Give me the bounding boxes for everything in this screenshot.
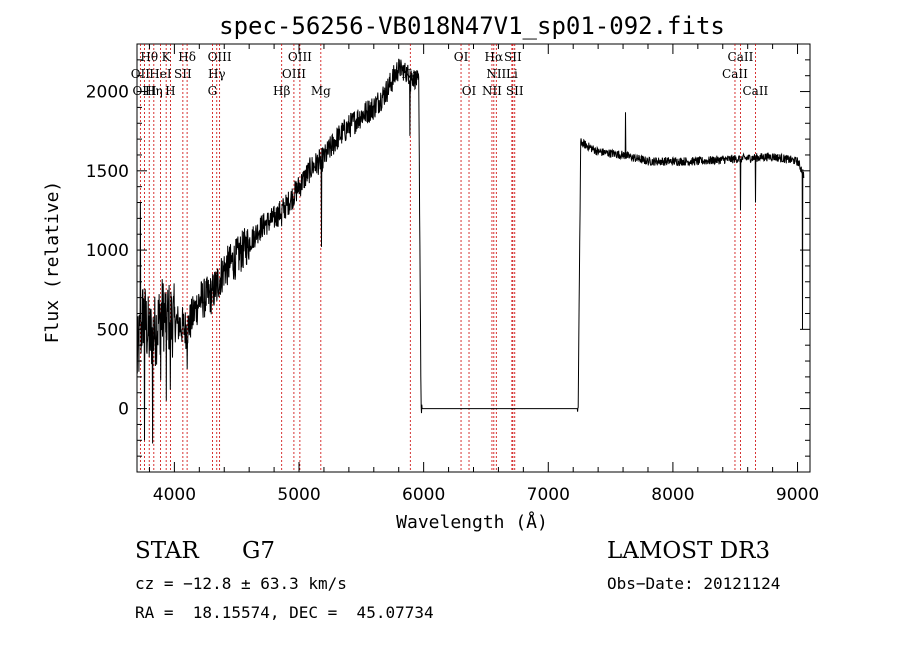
x-tick-label-1: 5000 xyxy=(277,485,320,505)
redshift-cz: cz = −12.8 ± 63.3 km/s xyxy=(135,574,347,593)
y-axis-label: Flux (relative) xyxy=(42,181,63,344)
line-markers xyxy=(139,44,756,472)
line-label-25: CaII xyxy=(728,50,754,64)
survey-name: LAMOST DR3 xyxy=(607,538,771,564)
line-label-6: H xyxy=(165,84,175,98)
line-label-21: NII xyxy=(482,84,502,98)
line-label-2: OIII xyxy=(132,84,156,98)
line-label-5: HeI xyxy=(149,67,172,81)
line-label-26: CaII xyxy=(722,67,748,81)
line-label-22: SII xyxy=(504,50,522,64)
x-axis-ticks: 4000 5000 6000 7000 8000 9000 xyxy=(148,44,819,505)
line-label-17: OI xyxy=(454,50,469,64)
line-label-18: OI xyxy=(462,84,477,98)
observation-date: Obs−Date: 20121124 xyxy=(607,574,781,593)
line-label-8: Hδ xyxy=(178,50,196,64)
chart-title: spec-56256-VB018N47V1_sp01-092.fits xyxy=(219,12,725,40)
object-class: STAR xyxy=(135,538,199,564)
line-label-15: Mg xyxy=(311,84,331,98)
line-label-1: OII xyxy=(131,67,151,81)
line-label-27: CaII xyxy=(742,84,768,98)
x-tick-label-5: 9000 xyxy=(776,485,819,505)
y-tick-label-4: 2000 xyxy=(86,83,129,103)
line-label-7: SII xyxy=(174,67,192,81)
line-label-3: Hη xyxy=(145,84,163,98)
y-tick-label-2: 1000 xyxy=(86,241,129,261)
y-tick-label-3: 1500 xyxy=(86,162,129,182)
line-label-13: OIII xyxy=(288,50,312,64)
line-label-14: OIII xyxy=(282,67,306,81)
x-tick-label-2: 6000 xyxy=(402,485,445,505)
x-tick-label-3: 7000 xyxy=(527,485,570,505)
spectrum-line xyxy=(136,58,805,444)
plot-frame xyxy=(136,43,811,473)
x-tick-label-4: 8000 xyxy=(651,485,694,505)
ra-dec-coordinates: RA = 18.15574, DEC = 45.07734 xyxy=(135,603,434,622)
line-label-10: Hγ xyxy=(208,67,226,81)
y-tick-label-0: 0 xyxy=(118,400,129,420)
line-label-11: G xyxy=(208,84,218,98)
line-label-9: OIII xyxy=(208,50,232,64)
spectrum-chart: spec-56256-VB018N47V1_sp01-092.fits Hθ OI… xyxy=(42,12,819,533)
line-label-4: K xyxy=(162,50,172,64)
line-label-0: Hθ xyxy=(140,50,158,64)
line-label-12: Hβ xyxy=(273,84,290,98)
line-label-24: SII xyxy=(506,84,524,98)
x-tick-label-0: 4000 xyxy=(153,485,196,505)
x-axis-label: Wavelength (Å) xyxy=(396,511,548,533)
line-label-23: Li xyxy=(506,67,518,81)
y-tick-label-1: 500 xyxy=(97,320,129,340)
line-label-20: NII xyxy=(486,67,506,81)
object-subclass: G7 xyxy=(242,538,276,564)
y-axis-ticks: 0 500 1000 1500 2000 xyxy=(86,59,810,457)
line-label-19: Hα xyxy=(485,50,504,64)
